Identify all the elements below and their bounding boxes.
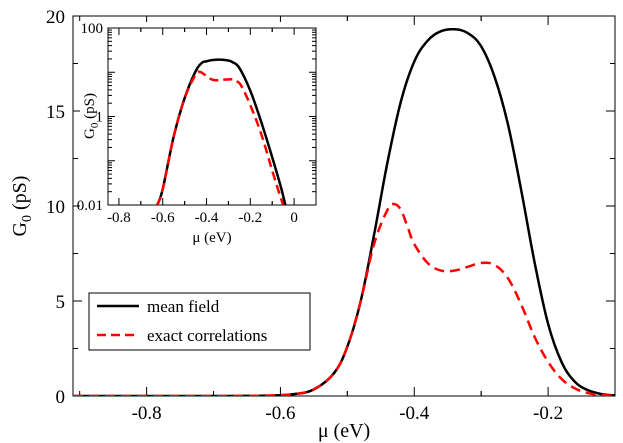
inset-y-tick-label: 1 <box>96 110 104 126</box>
legend-label-exact-correlations: exact correlations <box>147 326 267 345</box>
legend: mean field exact correlations <box>88 292 311 351</box>
main-x-tick-label: -0.2 <box>533 403 563 424</box>
inset-x-tick-label: -0.2 <box>238 210 262 226</box>
main-x-tick-label: -0.8 <box>132 403 162 424</box>
main-y-tick-label: 0 <box>56 387 66 408</box>
main-y-tick-label: 5 <box>56 292 66 313</box>
inset-y-axis-label-main: G <box>82 128 98 139</box>
legend-label-mean-field: mean field <box>147 297 220 316</box>
main-x-axis-label: μ (eV) <box>318 420 370 442</box>
legend-box <box>88 292 311 351</box>
inset-axis-ticks: -0.8 -0.6 -0.4 -0.2 0 0.01 1 100 <box>77 21 316 226</box>
main-y-tick-label: 10 <box>46 197 65 218</box>
main-x-tick-label: -0.6 <box>265 403 295 424</box>
main-y-axis-label-main: G <box>9 222 31 236</box>
main-series-group <box>73 27 615 396</box>
inset-y-axis-label-subscript: 0 <box>89 122 101 128</box>
inset-background <box>80 22 318 218</box>
inset-x-tick-label: -0.4 <box>195 210 219 226</box>
inset-x-tick-label: -0.6 <box>151 210 175 226</box>
main-series-exact-correlations <box>73 202 615 396</box>
inset-y-tick-label: 0.01 <box>77 198 103 214</box>
main-y-axis-label: G0 (pS) <box>9 176 35 237</box>
main-x-tick-label: -0.4 <box>399 403 430 424</box>
main-y-tick-label: 15 <box>46 102 65 123</box>
main-y-axis-label-unit: (pS) <box>9 176 31 215</box>
main-y-axis-label-subscript: 0 <box>20 215 35 222</box>
inset-y-tick-label: 100 <box>81 21 104 37</box>
inset-x-tick-label: -0.8 <box>107 210 131 226</box>
main-y-tick-label: 20 <box>46 7 65 28</box>
inset-y-axis-label-unit: (pS) <box>82 93 98 123</box>
inset-x-axis-label: μ (eV) <box>192 230 231 246</box>
inset-x-tick-label: 0 <box>290 210 298 226</box>
inset-series-group <box>156 58 287 205</box>
inset-series-exact-correlations <box>156 70 285 205</box>
inset-y-axis-label: G0 (pS) <box>82 93 101 139</box>
